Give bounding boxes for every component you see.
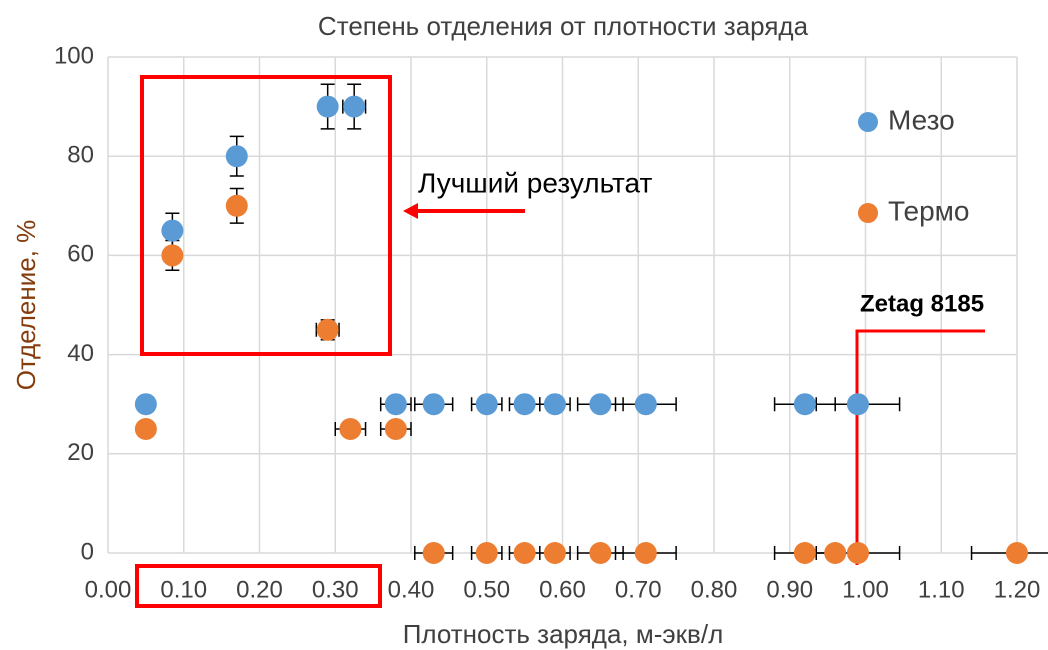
point [343,95,366,118]
x-tick-label: 0.50 [463,576,510,603]
point [384,418,407,440]
x-tick-label: 0.30 [312,576,359,603]
point [316,318,339,341]
point [634,542,657,564]
x-axis-title: Плотность заряда, м-экв/л [403,619,724,649]
highlight-box [140,75,392,356]
annotation: Лучший результат [418,167,652,198]
point [339,418,362,440]
y-tick-label: 20 [67,439,94,466]
x-tick-label: 1.20 [994,576,1041,603]
point [161,244,184,267]
legend-label: Мезо [888,104,955,135]
point [1006,542,1028,564]
point [475,542,498,564]
x-tick-label: 0.40 [388,576,435,603]
x-tick-label: 0.20 [236,576,283,603]
point [589,542,612,564]
point [513,542,536,564]
point [824,542,847,564]
point [543,542,566,564]
legend-marker [858,203,878,223]
y-tick-label: 80 [67,142,94,169]
point [846,542,869,564]
point [846,393,869,416]
x-tick-label: 0.60 [539,576,586,603]
highlight-box [135,564,382,608]
x-tick-label: 0.10 [160,576,207,603]
point [134,393,157,416]
y-tick-label: 60 [67,241,94,268]
point [225,194,248,217]
point [422,393,445,416]
point [161,219,184,242]
x-tick-label: 0.70 [615,576,662,603]
legend-label: Термо [888,195,970,226]
grid [107,56,1018,554]
point [793,393,816,416]
x-tick-label: 1.00 [842,576,889,603]
y-tick-label: 100 [54,42,94,69]
y-axis-title: Отделение, % [11,220,41,391]
point [634,393,657,416]
chart-title: Степень отделения от плотности заряда [318,11,809,41]
x-tick-label: 0.00 [85,576,132,603]
point [513,393,536,416]
y-tick-label: 0 [81,538,94,565]
annotation: Zetag 8185 [860,290,984,317]
legend-marker [858,112,878,132]
x-tick-label: 0.90 [766,576,813,603]
zetag-line [855,329,985,565]
point [589,393,612,416]
x-tick-label: 0.80 [691,576,738,603]
x-tick-label: 1.10 [918,576,965,603]
point [793,542,816,564]
y-tick-label: 40 [67,340,94,367]
point [422,542,445,564]
point [543,393,566,416]
point [316,95,339,118]
point [384,393,407,416]
point [475,393,498,416]
point [225,145,248,168]
arrow-head [403,203,418,219]
point [134,418,157,440]
